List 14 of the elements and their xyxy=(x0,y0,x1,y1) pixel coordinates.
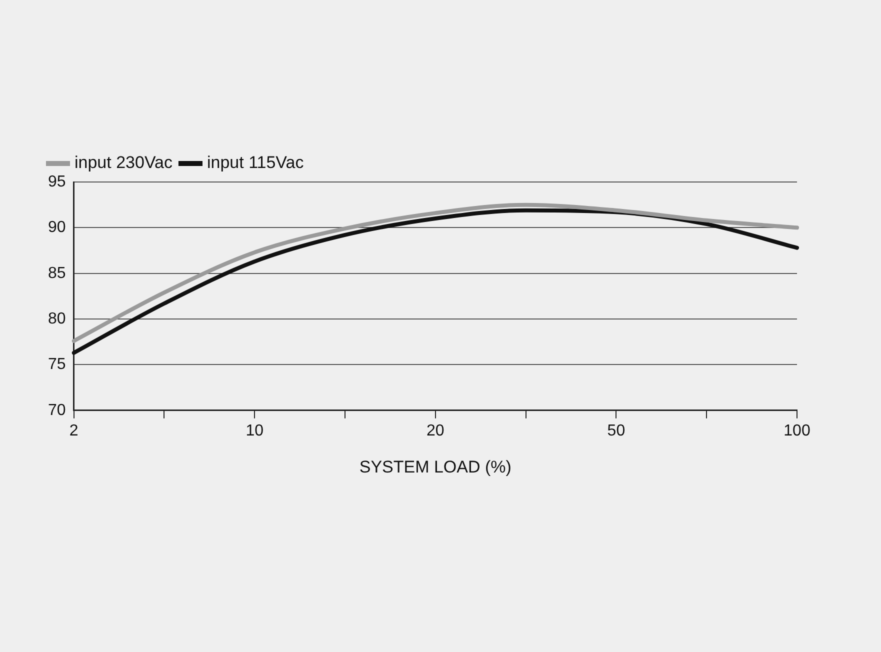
x-tick-label: 2 xyxy=(69,422,78,440)
legend-label: input 115Vac xyxy=(206,153,304,172)
y-tick-label: 80 xyxy=(48,310,66,328)
x-tick-label: 50 xyxy=(607,422,626,440)
x-axis-title: SYSTEM LOAD (%) xyxy=(359,457,512,476)
legend-label: input 230Vac xyxy=(74,153,173,172)
x-tick-label: 20 xyxy=(426,422,444,440)
y-tick-label: 70 xyxy=(48,402,66,419)
x-tick-label: 10 xyxy=(246,422,264,440)
x-tick-label: 100 xyxy=(784,422,810,440)
y-tick-label: 85 xyxy=(48,264,66,282)
y-tick-label: 75 xyxy=(48,356,66,374)
y-tick-label: 95 xyxy=(48,173,66,190)
y-tick-label: 90 xyxy=(48,219,66,236)
